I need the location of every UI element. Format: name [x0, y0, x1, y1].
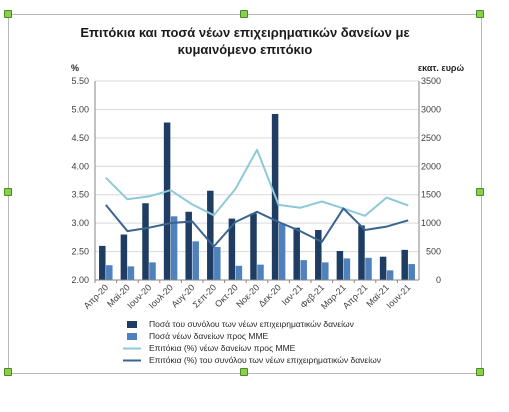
- legend-label: Επιτόκια (%) του συνόλου των νέων επιχει…: [149, 355, 381, 365]
- selection-handle[interactable]: [240, 368, 248, 376]
- bar: [343, 258, 351, 280]
- right-axis-tick-label: 1500: [421, 190, 441, 200]
- bar: [149, 262, 156, 280]
- selection-handle[interactable]: [4, 188, 12, 196]
- chart-title-line-2: κυμαινόμενο επιτόκιο: [178, 42, 313, 57]
- left-axis-tick-label: 2.00: [71, 275, 89, 285]
- x-tick-label: Ιουλ-20: [147, 282, 175, 310]
- chart-frame: Επιτόκια και ποσά νέων επιχειρηματικών δ…: [8, 14, 482, 374]
- bar: [207, 190, 214, 280]
- bar: [170, 216, 178, 280]
- bar: [401, 249, 408, 280]
- legend-swatch: [127, 321, 137, 328]
- selection-handle[interactable]: [476, 188, 484, 196]
- selection-handle[interactable]: [4, 368, 12, 376]
- left-axis-unit: %: [71, 63, 79, 73]
- x-tick-label: Ιουν-21: [384, 282, 412, 310]
- series-line: [105, 204, 409, 248]
- x-tick-label: Σεπ-20: [191, 282, 218, 309]
- combo-chart: Επιτόκια και ποσά νέων επιχειρηματικών δ…: [71, 25, 465, 365]
- right-axis-tick-label: 1000: [421, 218, 441, 228]
- legend-label: Ποσά του συνόλου των νέων επιχειρηματικώ…: [149, 319, 354, 329]
- bar: [336, 251, 344, 280]
- bar: [278, 223, 286, 280]
- legend-label: Επιτόκια (%) νέων δανείων προς ΜΜΕ: [149, 343, 296, 353]
- right-axis-tick-label: 3000: [421, 104, 441, 114]
- bar: [142, 203, 149, 280]
- bar: [127, 266, 135, 280]
- bar: [235, 265, 243, 280]
- bar: [214, 247, 221, 280]
- bar: [315, 229, 322, 280]
- left-axis-tick-label: 4.50: [71, 133, 89, 143]
- bar: [293, 227, 300, 280]
- bar: [106, 265, 113, 280]
- bar: [99, 245, 106, 280]
- legend-label: Ποσά νέων δανείων προς ΜΜΕ: [149, 331, 269, 341]
- left-axis-tick-label: 2.50: [71, 247, 89, 257]
- selection-handle[interactable]: [476, 368, 484, 376]
- right-axis-tick-label: 3500: [421, 76, 441, 86]
- bar: [120, 234, 128, 280]
- chart-title-line-1: Επιτόκια και ποσά νέων επιχειρηματικών δ…: [80, 25, 409, 40]
- bar: [408, 264, 415, 280]
- left-axis-tick-label: 3.50: [71, 190, 89, 200]
- selection-handle[interactable]: [240, 10, 248, 18]
- bar: [300, 260, 307, 280]
- right-axis-unit: εκατ. ευρώ: [418, 63, 465, 73]
- lines: [105, 148, 409, 248]
- bar: [163, 122, 171, 281]
- bar: [250, 213, 257, 280]
- legend-swatch: [127, 333, 137, 340]
- bars: [99, 113, 415, 281]
- x-tick-label: Δεκ-20: [256, 282, 283, 309]
- bar: [365, 257, 372, 280]
- bar: [386, 270, 394, 280]
- left-axis-tick-label: 4.00: [71, 161, 89, 171]
- selection-handle[interactable]: [4, 10, 12, 18]
- left-axis-tick-label: 3.00: [71, 218, 89, 228]
- selection-handle[interactable]: [476, 10, 484, 18]
- bar: [228, 218, 236, 280]
- left-axis-tick-label: 5.00: [71, 104, 89, 114]
- bar: [379, 256, 387, 280]
- right-axis-tick-label: 0: [436, 275, 441, 285]
- right-axis-tick-label: 2500: [421, 133, 441, 143]
- right-axis-tick-label: 500: [426, 247, 441, 257]
- series-line: [105, 148, 409, 217]
- bar: [358, 225, 365, 280]
- bar: [257, 264, 264, 280]
- gridlines: [95, 80, 419, 281]
- left-axis-tick-label: 5.50: [71, 76, 89, 86]
- x-tick-label: Νοε-20: [234, 282, 261, 309]
- bar: [322, 262, 329, 280]
- bar: [192, 241, 199, 280]
- x-tick-label: Απρ-20: [82, 282, 111, 311]
- legend: Ποσά του συνόλου των νέων επιχειρηματικώ…: [123, 319, 381, 365]
- right-axis-tick-label: 2000: [421, 161, 441, 171]
- x-tick-label: Απρ-21: [341, 282, 370, 311]
- bar: [185, 211, 192, 280]
